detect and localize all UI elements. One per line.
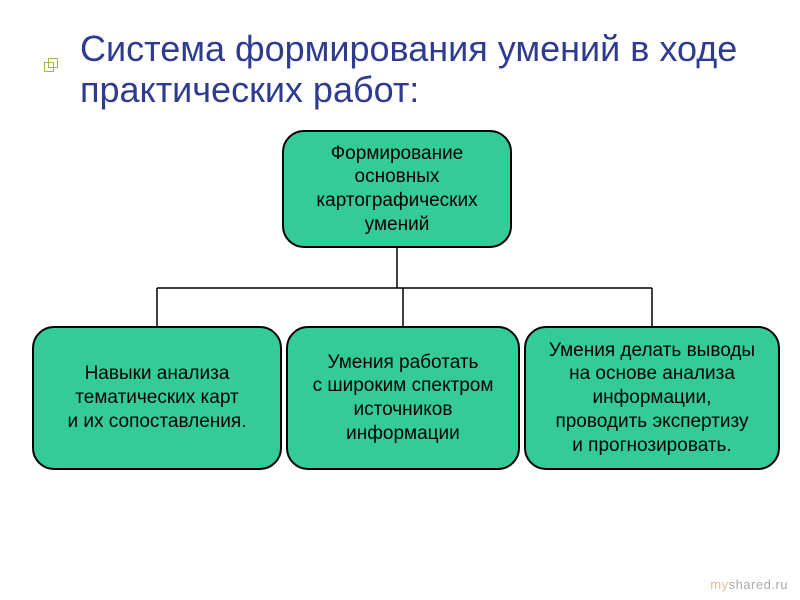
slide-title: Система формирования умений в ходе практ… xyxy=(80,28,760,111)
diagram-node-root: Формированиеосновныхкартографическихумен… xyxy=(282,130,512,248)
watermark-right: shared xyxy=(729,577,772,592)
diagram-node-c3: Умения делать выводына основе анализаинф… xyxy=(524,326,780,470)
diagram-node-c1: Навыки анализатематических карти их сопо… xyxy=(32,326,282,470)
watermark: myshared.ru xyxy=(710,577,788,592)
watermark-suffix: .ru xyxy=(771,577,788,592)
watermark-left: my xyxy=(710,577,728,592)
title-bullet xyxy=(44,58,58,72)
slide: Система формирования умений в ходе практ… xyxy=(0,0,800,600)
diagram-node-c2: Умения работатьс широким спектромисточни… xyxy=(286,326,520,470)
